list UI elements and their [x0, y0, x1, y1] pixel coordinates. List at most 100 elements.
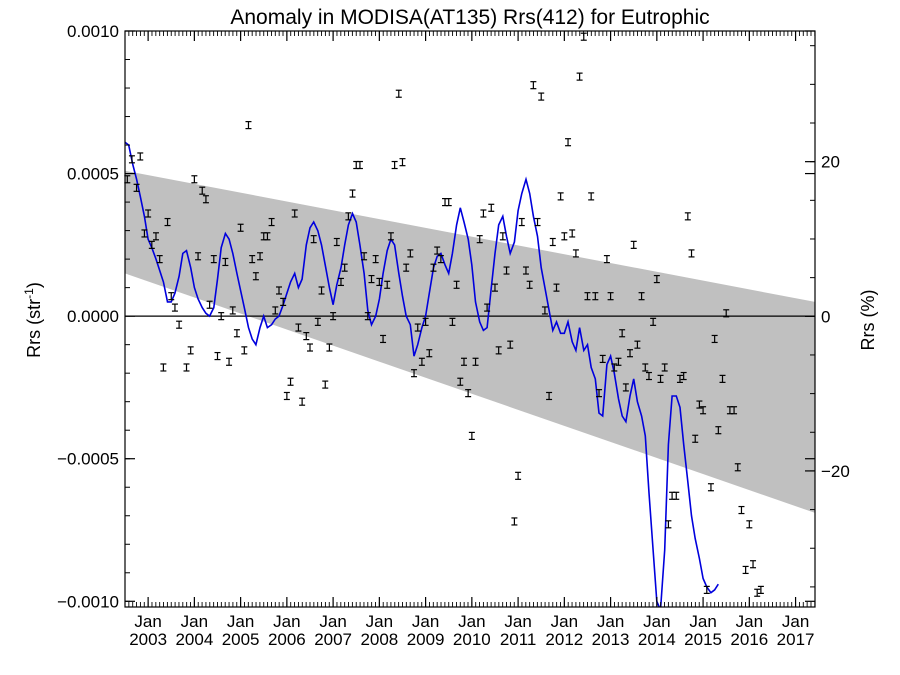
data-point — [368, 274, 375, 284]
data-point — [569, 229, 576, 238]
data-point — [195, 252, 202, 261]
data-point — [596, 389, 603, 398]
data-point — [306, 343, 313, 352]
data-point — [133, 183, 140, 192]
data-point — [422, 317, 429, 326]
data-point — [472, 357, 479, 366]
data-point — [245, 120, 252, 130]
x-tick-label: 2014 — [638, 630, 676, 649]
data-point — [688, 249, 695, 258]
data-point — [750, 560, 757, 569]
data-point — [546, 391, 553, 401]
data-point — [206, 300, 213, 309]
data-point — [757, 585, 764, 594]
data-point — [515, 471, 522, 480]
data-point — [384, 280, 391, 289]
data-point — [511, 517, 518, 526]
x-tick-label: 2017 — [777, 630, 815, 649]
data-point — [164, 217, 171, 227]
data-point — [503, 266, 510, 275]
data-point — [241, 346, 248, 355]
data-point — [611, 363, 618, 372]
x-tick-label: 2016 — [730, 630, 768, 649]
data-point — [318, 286, 325, 295]
data-point — [700, 406, 707, 415]
data-point — [349, 189, 356, 198]
data-point — [723, 309, 730, 318]
data-point — [280, 297, 287, 306]
data-point — [707, 483, 714, 492]
data-point — [218, 312, 225, 321]
data-point — [229, 306, 236, 315]
data-point — [696, 400, 703, 409]
data-point — [252, 272, 259, 281]
y-tick-label: 0.0010 — [67, 22, 119, 41]
x-tick-month: Jan — [412, 612, 439, 631]
data-point — [434, 246, 441, 255]
data-point — [337, 277, 344, 287]
x-tick-label: 2008 — [360, 630, 398, 649]
data-point — [460, 357, 467, 366]
data-point — [468, 431, 475, 441]
data-point — [645, 371, 652, 381]
data-point — [199, 186, 206, 195]
data-point — [128, 155, 135, 164]
data-point — [345, 212, 352, 221]
data-point — [233, 329, 240, 338]
data-point — [283, 391, 290, 401]
data-point — [214, 351, 221, 361]
y2-tick-label: 0 — [821, 307, 830, 326]
data-points — [124, 32, 764, 597]
data-point — [680, 371, 687, 381]
data-point — [638, 292, 645, 301]
y-tick-label: 0.0005 — [67, 165, 119, 184]
x-tick-month: Jan — [227, 612, 254, 631]
data-point — [653, 274, 660, 284]
data-point — [642, 363, 649, 372]
plot-frame — [124, 30, 816, 608]
data-point — [310, 235, 317, 244]
data-point — [746, 520, 753, 529]
y-axis-title: Rrs (str-1) — [22, 282, 44, 358]
data-point — [356, 160, 363, 170]
x-tick-label: 2009 — [407, 630, 445, 649]
data-point — [711, 334, 718, 344]
data-point — [650, 317, 657, 326]
data-point — [457, 377, 464, 386]
data-point — [430, 263, 437, 272]
data-point — [268, 217, 275, 227]
y-axis-right: −20 0 20 — [805, 45, 850, 588]
data-point — [557, 192, 564, 201]
data-point — [210, 255, 217, 264]
x-tick-label: 2012 — [545, 630, 583, 649]
band-area — [125, 170, 815, 513]
x-tick-label: 2007 — [314, 630, 352, 649]
data-point — [403, 263, 410, 272]
x-tick-label: 2010 — [453, 630, 491, 649]
data-point — [692, 434, 699, 443]
y2-axis-title: Rrs (%) — [858, 290, 878, 351]
data-point — [715, 426, 722, 435]
data-point — [738, 505, 745, 515]
data-point — [592, 292, 599, 301]
data-point — [395, 89, 402, 98]
uncertainty-band — [125, 170, 815, 513]
x-tick-label: 2003 — [129, 630, 167, 649]
data-point — [183, 363, 190, 372]
data-point — [361, 252, 368, 261]
x-tick-month: Jan — [181, 612, 208, 631]
data-point — [291, 209, 298, 218]
data-point — [257, 252, 264, 261]
data-point — [141, 229, 148, 238]
x-tick-month: Jan — [643, 612, 670, 631]
data-point — [538, 92, 545, 101]
data-point — [426, 349, 433, 358]
data-point — [418, 357, 425, 366]
data-point — [676, 374, 683, 383]
data-point — [634, 340, 641, 349]
x-tick-label: 2013 — [592, 630, 630, 649]
data-point — [391, 160, 398, 170]
data-point — [145, 209, 152, 218]
y2-tick-label: −20 — [821, 462, 850, 481]
data-point — [488, 203, 495, 212]
